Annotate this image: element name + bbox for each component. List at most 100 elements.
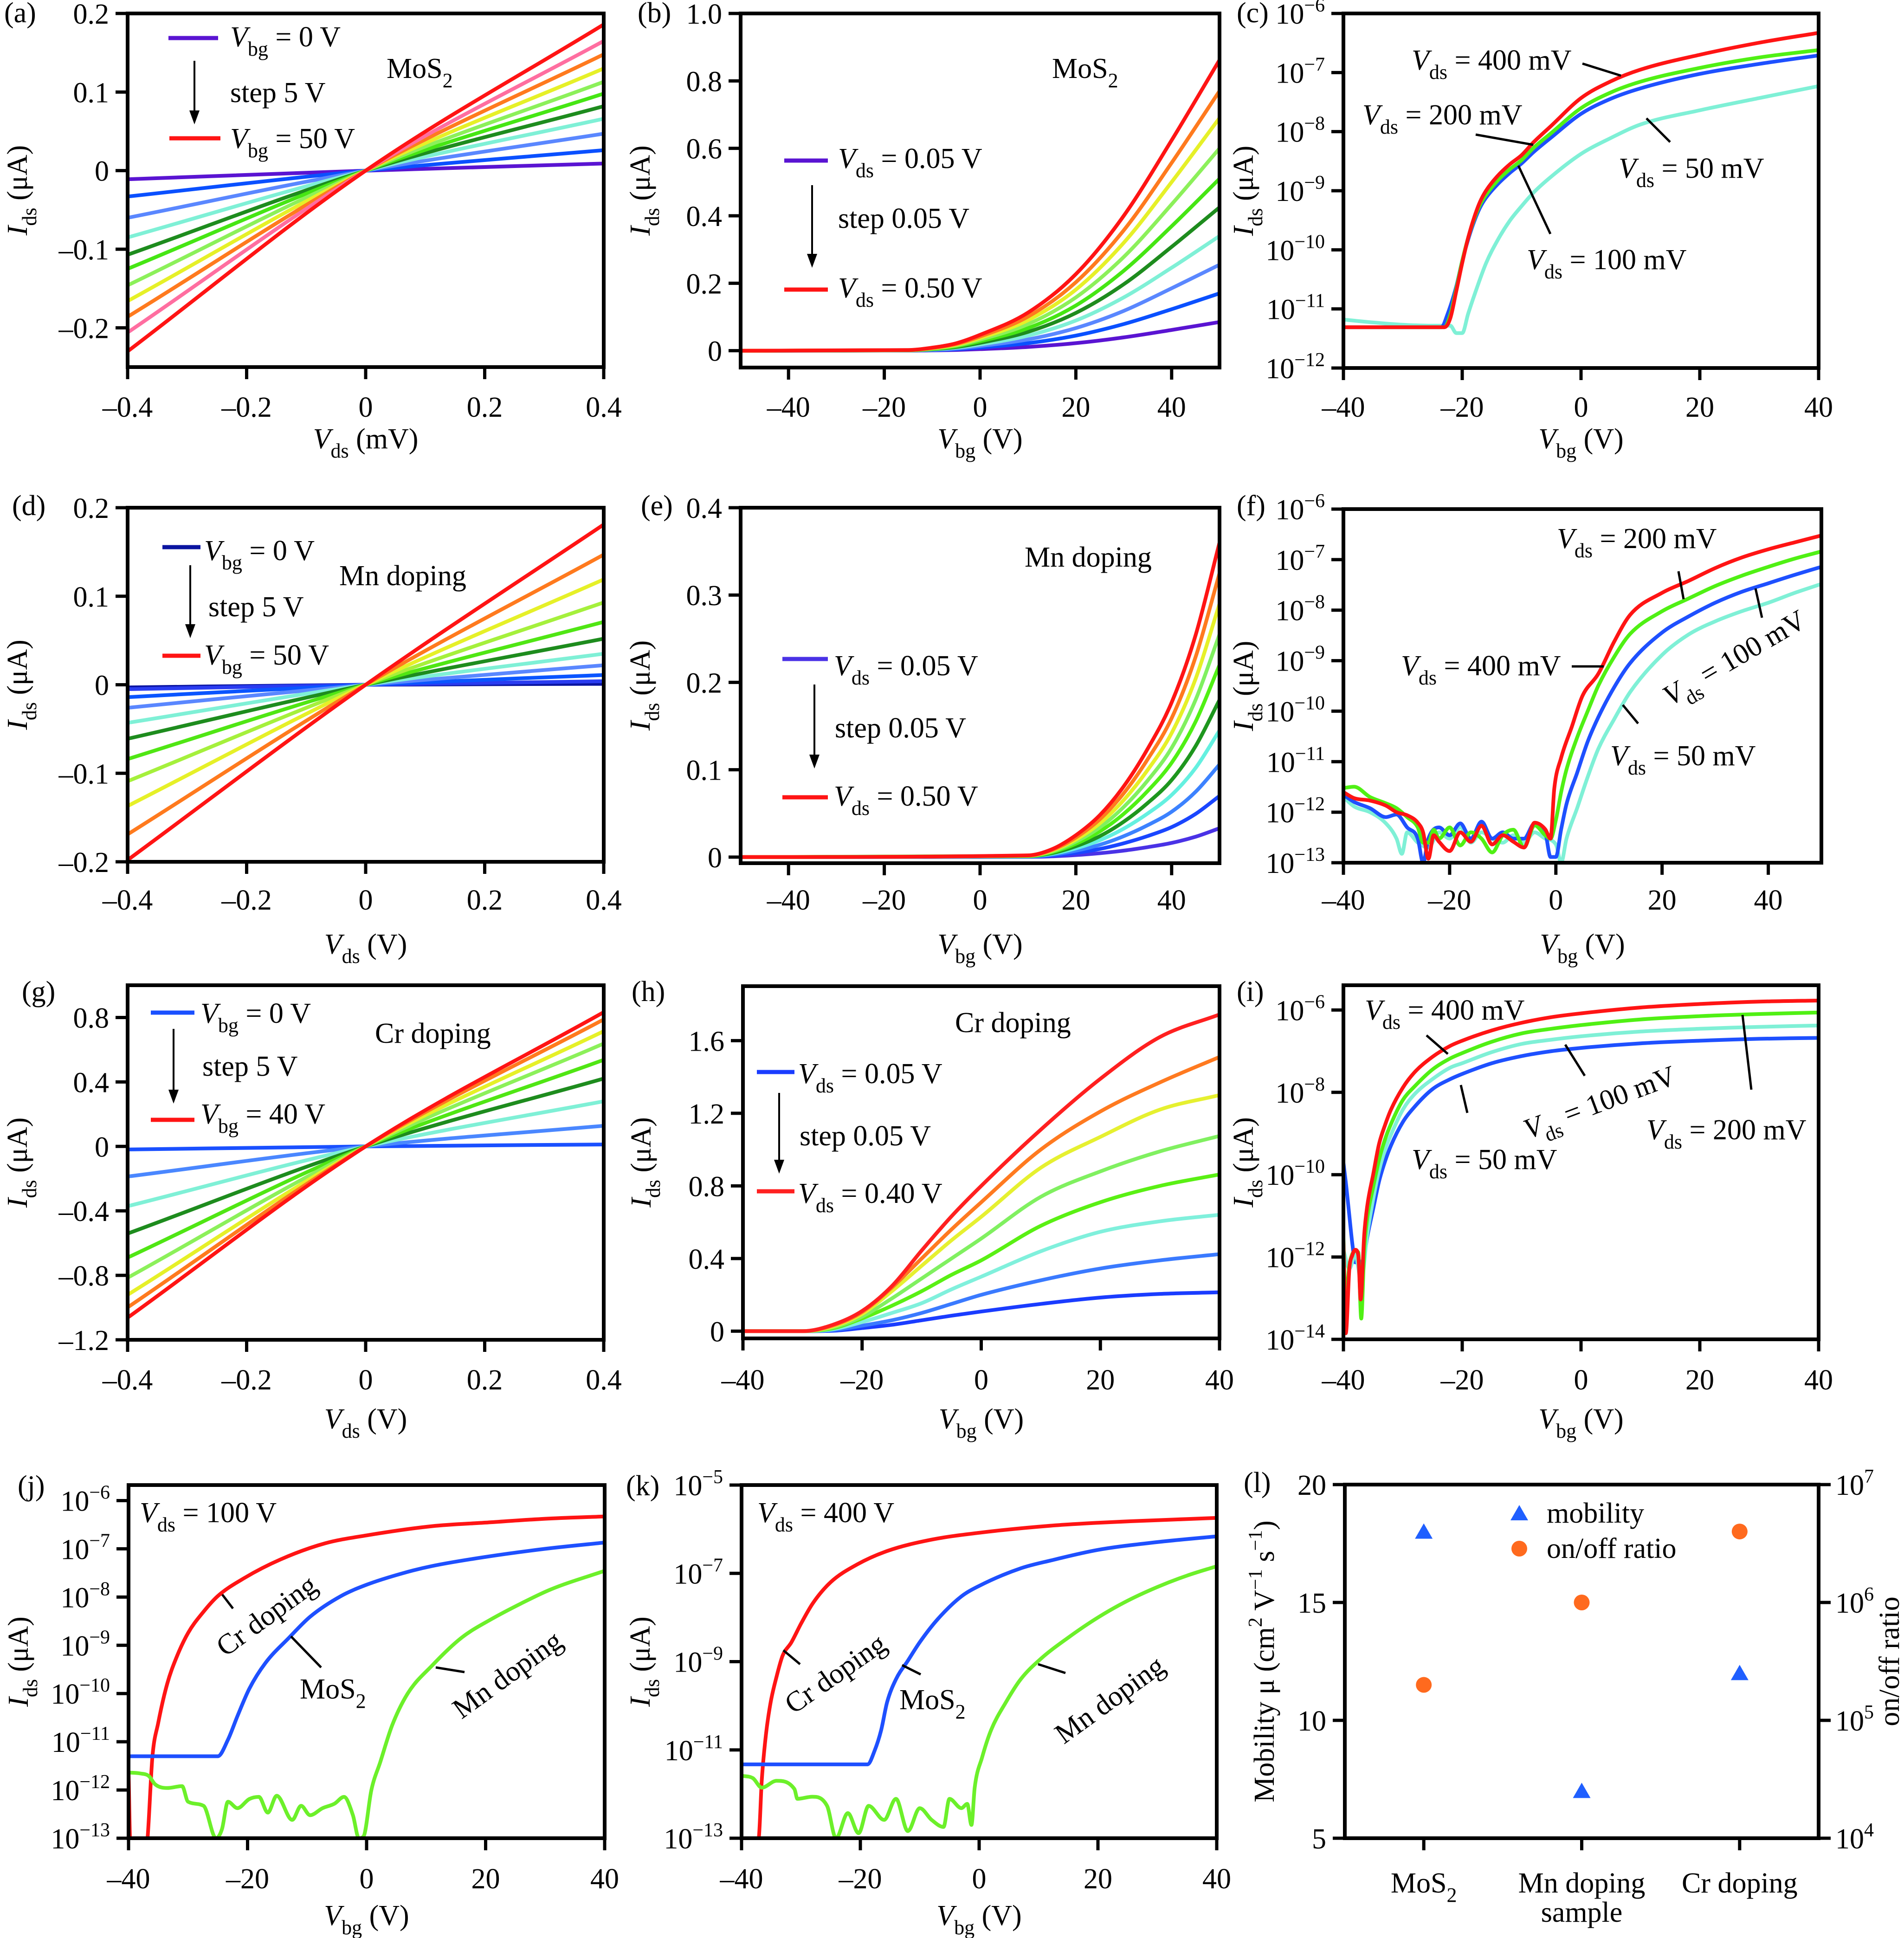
x-tick-label: 40 (1804, 392, 1833, 423)
y-axis-title-rest: (μA) (2, 1118, 33, 1180)
series-line (128, 52, 604, 319)
legend-marker-circle-icon (1511, 1541, 1527, 1557)
y-tick-label-text: –1.2 (58, 1325, 110, 1357)
panel-label: (g) (22, 976, 55, 1008)
y-tick-label-base: 10 (673, 1558, 702, 1590)
y-tick-label-superscript: −13 (79, 1820, 110, 1841)
annotation-leader-line (1564, 1044, 1586, 1077)
series-line (129, 1514, 605, 1838)
y-tick-label-base: 10 (1265, 1324, 1294, 1356)
y-tick-label-superscript: −9 (89, 1627, 110, 1648)
curve-annotation-subscript: ds (1429, 1160, 1447, 1183)
x-axis-title-variable: V (324, 929, 345, 960)
x-axis-title-variable: V (1540, 929, 1560, 960)
y-tick-label: 10−12 (1265, 1239, 1325, 1274)
sample-label-text: Mn doping (339, 560, 466, 592)
series-line (1343, 999, 1819, 1335)
sample-label: Mn doping (339, 560, 466, 592)
panel-d: –0.4 –0.2 0 0.2 0.4 0.2 0.1 0 –0.1 –0.2 Vds (V) Ids… (2, 490, 622, 968)
y-tick-label-base: 10 (60, 1534, 89, 1565)
plot-frame (741, 984, 1221, 1340)
x-axis-title-subscript: bg (956, 1420, 977, 1442)
curve-annotation-rest: = 100 mV (1688, 604, 1811, 694)
category-label: MoS2 (1391, 1867, 1457, 1906)
y-tick-label: 10−11 (1266, 291, 1325, 326)
y-tick-label-base: 10 (1275, 595, 1304, 627)
y-tick-label: 0 (710, 1316, 724, 1348)
y-tick-label-text: –0.2 (58, 313, 110, 344)
x-tick-label-text: 40 (1202, 1863, 1231, 1895)
y-tick-label-base: 10 (1275, 545, 1304, 576)
y-tick-label-text: 0.4 (689, 1244, 725, 1275)
x-tick-label-text: –40 (767, 392, 810, 423)
title-superscript: 2 (1245, 1617, 1266, 1627)
x-tick-label-text: –0.4 (102, 392, 153, 423)
left-y-tick-label: 15 (1297, 1588, 1326, 1619)
series-group (742, 1516, 1217, 1838)
category-label: sample (1541, 1897, 1623, 1928)
panel-label: (j) (18, 1470, 45, 1502)
y-tick-label: 0 (95, 670, 109, 702)
x-tick-label-text: –20 (839, 1863, 882, 1895)
y-tick-label: 10−6 (1275, 491, 1325, 526)
curve-annotation-variable: V (1646, 1114, 1667, 1146)
y-tick-label: 0.2 (73, 493, 110, 524)
x-tick-label-text: –0.4 (102, 885, 153, 916)
curve-annotation-subscript: ds (1628, 756, 1646, 779)
legend-label-variable: V (200, 998, 221, 1029)
y-tick-label-base: 10 (1266, 294, 1295, 326)
curve-annotation: Mn doping (447, 1625, 568, 1725)
y-tick-label-base: 10 (1265, 1160, 1294, 1191)
x-tick-label-text: 0 (972, 1863, 987, 1895)
x-axis-title-rest: (V) (360, 1403, 407, 1435)
x-tick-label-text: –40 (720, 1863, 763, 1895)
legend-label: Vds = 0.05 V (838, 143, 982, 182)
legend-label: Vbg = 0 V (230, 21, 341, 60)
left-y-tick-label-text: 20 (1297, 1470, 1326, 1501)
y-tick-label: 10−6 (1275, 991, 1325, 1027)
y-axis-title: Ids (μA) (625, 145, 664, 236)
curve-annotation: Vds = 400 mV (1365, 995, 1525, 1034)
y-axis-title-rest: (μA) (1228, 146, 1259, 208)
y-tick-label-base: 10 (1265, 353, 1294, 385)
y-axis-title: Ids (μA) (2, 640, 41, 730)
y-tick-label: 10−12 (51, 1771, 110, 1807)
x-tick-label: –40 (721, 1364, 765, 1396)
x-tick-label: 20 (471, 1863, 500, 1895)
y-tick-label-superscript: −6 (89, 1482, 110, 1503)
x-tick-label-text: 20 (1685, 1364, 1714, 1396)
panel-label: (c) (1237, 0, 1269, 29)
legend-step-label: step 5 V (230, 77, 326, 109)
left-y-tick-label: 5 (1312, 1823, 1326, 1855)
x-axis-title-rest: (V) (977, 1403, 1024, 1435)
y-axis-title-rest: (μA) (2, 145, 33, 208)
right-y-tick-label: 105 (1835, 1702, 1874, 1737)
y-axis-title-variable: I (625, 225, 656, 236)
legend-label: on/off ratio (1547, 1533, 1677, 1564)
x-tick-label: 20 (1685, 1364, 1714, 1396)
x-tick-label-text: 40 (1205, 1364, 1234, 1396)
curve-annotation-text: Cr doping (211, 1569, 323, 1663)
y-tick-label-text: 0.8 (689, 1171, 725, 1202)
x-tick-label: 20 (1084, 1863, 1112, 1895)
category-label-text: Cr doping (1682, 1867, 1798, 1899)
x-tick-label-text: –40 (721, 1364, 765, 1396)
right-y-tick-label-superscript: 6 (1864, 1584, 1874, 1605)
legend-label-subscript: bg (248, 38, 268, 60)
legend-label-rest: = 50 V (242, 640, 329, 671)
y-tick-label: 10−10 (1265, 1156, 1325, 1191)
y-axis-title-variable: I (625, 719, 656, 731)
y-tick-label: 0.8 (73, 1002, 110, 1034)
condition-label-rest: = 400 V (793, 1497, 894, 1529)
y-tick-label: 10−7 (1275, 54, 1325, 89)
series-group (1343, 999, 1819, 1335)
y-tick-label: 10−6 (60, 1482, 110, 1517)
x-tick-label-text: 20 (1061, 392, 1090, 423)
y-axis-title-subscript: ds (18, 208, 41, 226)
annotation-leader-line (221, 1594, 234, 1609)
curve-annotation: Vds = 200 mV (1557, 523, 1717, 562)
x-axis-title-subscript: bg (955, 945, 975, 968)
x-axis-title-variable: V (313, 423, 334, 455)
